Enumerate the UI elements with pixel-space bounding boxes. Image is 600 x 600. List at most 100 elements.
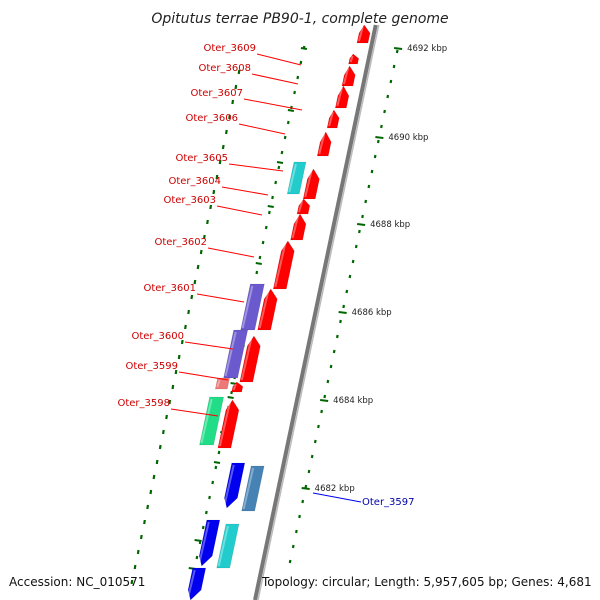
ring-dot	[392, 64, 396, 69]
ring-dot	[196, 264, 200, 270]
scale-tick	[301, 487, 310, 490]
gene-label: Oter_3607	[190, 88, 243, 99]
scale-label: 4688 kbp	[370, 220, 410, 230]
feature-highlight	[198, 521, 210, 565]
ring-dot	[237, 69, 241, 75]
gene-feature	[231, 381, 244, 393]
leader-line	[196, 293, 245, 303]
leader-line	[184, 341, 234, 350]
gene-label: Oter_3602	[154, 237, 207, 248]
ring-dot	[211, 480, 215, 485]
accession-text: Accession: NC_010571	[9, 575, 145, 589]
gene-label: Oter_3605	[175, 153, 228, 164]
gene-feature	[272, 240, 295, 290]
ring-dot	[342, 304, 346, 309]
gene-feature	[214, 377, 230, 390]
gene-label: Oter_3604	[168, 176, 221, 187]
ring-dot	[139, 534, 143, 540]
feature-highlight	[358, 26, 364, 42]
gene-feature	[286, 161, 307, 195]
map-title: Opitutus terrae PB90-1, complete genome	[151, 11, 448, 27]
leader-line	[228, 163, 284, 172]
ring-dot	[332, 349, 336, 354]
ring-dot	[361, 214, 364, 219]
ring-dot	[358, 229, 361, 234]
gene-feature	[199, 396, 224, 446]
ring-dot	[199, 249, 203, 255]
ring-dot	[383, 109, 386, 114]
leader-line	[178, 371, 229, 381]
ring-dot	[177, 354, 181, 360]
leader-line	[207, 247, 255, 258]
ring-dot	[202, 234, 206, 240]
feature-highlight	[349, 55, 354, 63]
ring-dot	[205, 510, 208, 515]
scale-label: 4690 kbp	[388, 133, 428, 143]
ring-dot	[389, 79, 393, 84]
gene-label: Oter_3599	[125, 361, 178, 372]
ring-dot	[187, 309, 190, 315]
ring-dot	[295, 529, 298, 534]
ring-dot	[299, 60, 303, 65]
ring-dot	[323, 394, 327, 399]
feature-highlight	[242, 467, 255, 510]
ring-dot	[174, 369, 178, 375]
gene-feature	[216, 523, 240, 569]
ring-dot	[339, 319, 342, 324]
leader-line	[251, 73, 299, 85]
ring-dot	[201, 525, 205, 530]
ring-dot	[268, 210, 271, 215]
gene-feature	[341, 65, 356, 87]
feature-highlight	[318, 133, 326, 155]
ring-dot	[212, 189, 216, 195]
ring-dot	[133, 564, 137, 570]
scale-label: 4682 kbp	[315, 484, 355, 494]
gene-feature	[187, 567, 207, 600]
feature-highlight	[258, 290, 270, 329]
scale-label: 4684 kbp	[333, 396, 373, 406]
tick-mark	[276, 161, 284, 164]
gene-feature	[290, 213, 307, 241]
ring-dot	[208, 495, 211, 500]
ring-dot	[293, 90, 296, 95]
feature-highlight	[216, 379, 221, 388]
ring-dot	[171, 384, 175, 390]
tick-mark	[255, 262, 262, 265]
scale-tick	[338, 311, 347, 314]
feature-highlight	[336, 87, 343, 107]
tick-mark	[300, 47, 308, 50]
ring-dot	[234, 84, 238, 90]
ring-dot	[326, 379, 330, 384]
ring-dot	[221, 144, 225, 150]
backbone-shadow	[257, 24, 380, 600]
gene-feature	[241, 465, 265, 512]
gene-label: Oter_3603	[163, 195, 216, 206]
gene-feature	[198, 519, 221, 567]
ring-dot	[364, 199, 368, 204]
ring-dot	[301, 499, 305, 504]
ring-dot	[162, 429, 165, 435]
ring-dot	[296, 75, 300, 80]
feature-highlight	[304, 170, 313, 198]
ring-dot	[280, 150, 284, 155]
topology-text: Topology: circular; Length: 5,957,605 bp…	[261, 575, 592, 589]
tick-mark	[267, 205, 274, 208]
ring-dot	[283, 135, 287, 140]
feature-highlight	[223, 464, 235, 507]
kbp-scale: 4692 kbp 4690 kbp 4688 kbp 4686 kbp 4684 kbp…	[301, 44, 447, 494]
gene-feature	[239, 335, 261, 383]
tick-mark	[287, 109, 295, 112]
gene-feature	[223, 329, 249, 379]
feature-highlight	[241, 285, 254, 329]
scale-tick	[320, 399, 329, 402]
ring-dot	[307, 469, 311, 474]
ring-dot	[158, 444, 162, 450]
ring-dot	[320, 409, 323, 414]
leader-line	[221, 186, 269, 196]
ring-dot	[136, 549, 140, 555]
scale-label: 4686 kbp	[352, 308, 392, 318]
gene-label: Oter_3608	[198, 63, 251, 74]
feature-highlight	[342, 67, 350, 85]
feature-highlight	[232, 383, 237, 391]
